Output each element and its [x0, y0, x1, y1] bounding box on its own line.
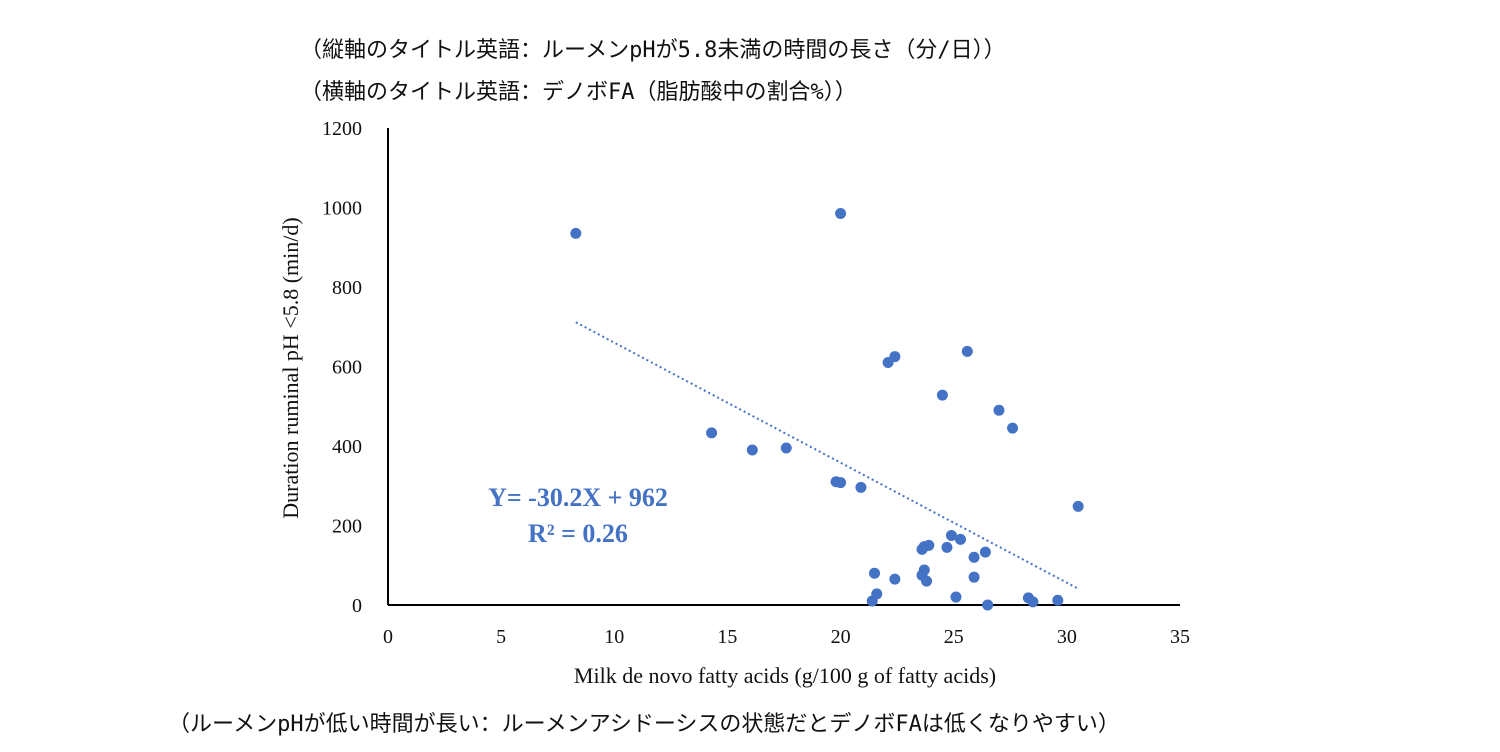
- y-tick-label: 1200: [322, 118, 362, 140]
- data-point: [993, 404, 1005, 416]
- data-point: [950, 591, 962, 603]
- data-point: [835, 207, 847, 219]
- data-point: [921, 575, 933, 587]
- note-bottom-interpretation: （ルーメンpHが低い時間が長い：ルーメンアシドーシスの状態だとデノボFAは低くな…: [168, 712, 1120, 737]
- data-point: [570, 227, 582, 239]
- data-point: [941, 541, 953, 553]
- x-tick-label: 10: [604, 626, 624, 648]
- x-tick-label: 35: [1170, 626, 1190, 648]
- data-point: [982, 599, 994, 611]
- data-point: [855, 481, 867, 493]
- data-point: [1052, 594, 1064, 606]
- x-axis-title: Milk de novo fatty acids (g/100 g of fat…: [574, 663, 996, 688]
- x-tick-label: 30: [1057, 626, 1077, 648]
- data-point: [835, 477, 847, 489]
- data-points: [570, 207, 1084, 611]
- data-point: [979, 546, 991, 558]
- data-point: [780, 442, 792, 454]
- y-tick-label: 800: [332, 277, 362, 299]
- y-tick-label: 600: [332, 357, 362, 379]
- x-tick-label: 20: [831, 626, 851, 648]
- x-tick-label: 25: [944, 626, 964, 648]
- data-point: [968, 551, 980, 563]
- x-tick-label: 5: [496, 626, 506, 648]
- data-point: [961, 345, 973, 357]
- x-tick-label: 15: [717, 626, 737, 648]
- data-point: [706, 427, 718, 439]
- data-point: [1027, 596, 1039, 608]
- data-point: [968, 571, 980, 583]
- note-horizontal-axis-title: （横軸のタイトル英語：デノボFA（脂肪酸中の割合%））: [300, 80, 857, 105]
- chart-axes: [387, 128, 1180, 606]
- trendline-equation: Y= -30.2X + 962: [488, 483, 668, 512]
- data-point: [936, 389, 948, 401]
- y-tick-label: 200: [332, 516, 362, 538]
- y-tick-label: 1000: [322, 198, 362, 220]
- y-tick-label: 400: [332, 436, 362, 458]
- data-point: [923, 539, 935, 551]
- data-point: [945, 529, 957, 541]
- x-tick-label: 0: [383, 626, 393, 648]
- y-axis-title: Duration ruminal pH <5.8 (min/d): [278, 217, 303, 518]
- trendline-group: [575, 321, 1079, 590]
- trendline-r-squared: R² = 0.26: [528, 519, 628, 548]
- note-vertical-axis-title: （縦軸のタイトル英語：ルーメンpHが5.8未満の時間の長さ（分/日））: [300, 38, 1006, 63]
- data-point: [918, 564, 930, 576]
- y-tick-label: 0: [352, 595, 362, 617]
- data-point: [1007, 422, 1019, 434]
- tick-labels: 0 5 10 15 20 25 30 35 0 200 400 600 800 1000 1200: [322, 118, 1190, 648]
- data-point: [1072, 500, 1084, 512]
- data-point: [869, 567, 881, 579]
- data-point: [955, 533, 967, 545]
- data-point: [889, 351, 901, 363]
- data-point: [746, 444, 758, 456]
- data-point: [889, 573, 901, 585]
- data-point: [871, 588, 883, 600]
- trendline: [575, 321, 1079, 590]
